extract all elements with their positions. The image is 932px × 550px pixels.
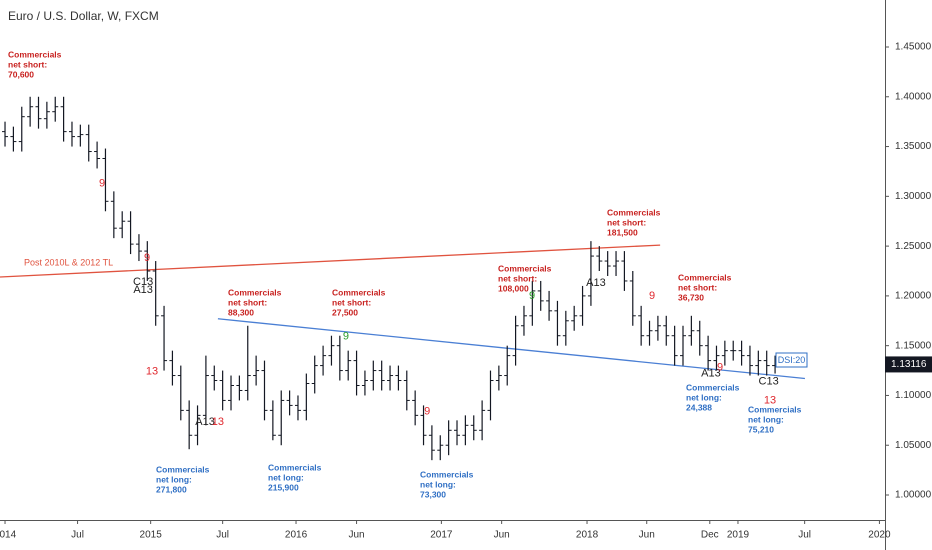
x-tick-label: Dec [701, 530, 719, 541]
x-tick-label: Jul [216, 530, 229, 541]
annotation: 88,300 [228, 307, 254, 317]
y-tick-label: 1.30000 [895, 191, 932, 202]
annotation: net short: [607, 217, 646, 227]
x-tick-label: 2015 [140, 530, 163, 541]
signal-label: 13 [212, 416, 224, 428]
signal-label: 9 [144, 252, 150, 264]
x-tick-label: Jun [639, 530, 655, 541]
signal-label: 9 [649, 290, 655, 302]
badge-box [775, 352, 808, 368]
y-tick-label: 1.05000 [895, 440, 932, 451]
y-tick-label: 1.25000 [895, 241, 932, 252]
annotation: net long: [686, 392, 722, 402]
y-tick-label: 1.00000 [895, 490, 932, 501]
annotation: Commercials [678, 272, 732, 282]
annotation: Commercials [686, 382, 740, 392]
annotation: Commercials [498, 263, 552, 273]
annotation: 36,730 [678, 292, 704, 302]
annotation: Commercials [332, 287, 386, 297]
x-tick-label: 2020 [868, 530, 891, 541]
signal-label: 9 [99, 177, 105, 189]
annotation: net short: [678, 282, 717, 292]
y-tick-label: 1.40000 [895, 91, 932, 102]
x-tick-label: Jun [349, 530, 365, 541]
annotation: net long: [420, 479, 456, 489]
annotation: Commercials [228, 287, 282, 297]
x-tick-label: 2014 [0, 530, 17, 541]
signal-label: C13 [133, 276, 153, 288]
annotation: net long: [156, 474, 192, 484]
annotation: Commercials [748, 404, 802, 414]
x-tick-label: 2019 [727, 530, 750, 541]
annotation: Commercials [268, 462, 322, 472]
signal-label: 9 [529, 290, 535, 302]
signal-label: 9 [343, 331, 349, 343]
badge: DSI:20 [778, 355, 806, 365]
x-tick-label: Jul [798, 530, 811, 541]
x-tick-label: 2017 [430, 530, 453, 541]
annotation: net short: [498, 273, 537, 283]
annotation: 27,500 [332, 307, 358, 317]
annotation: net short: [228, 297, 267, 307]
y-tick-label: 1.10000 [895, 390, 932, 401]
signal-label: A13 [586, 277, 606, 289]
trendline [217, 318, 805, 380]
signal-label: A13 [195, 416, 215, 428]
last-price-label: 1.13116 [891, 359, 927, 370]
signal-label: 13 [146, 365, 158, 377]
y-tick-label: 1.15000 [895, 340, 932, 351]
annotation: 181,500 [607, 227, 638, 237]
annotation: 24,388 [686, 402, 712, 412]
annotation: Commercials [8, 49, 62, 59]
y-tick-label: 1.45000 [895, 42, 932, 53]
x-tick-label: Jul [71, 530, 84, 541]
annotation: 215,900 [268, 482, 299, 492]
annotation: net long: [268, 472, 304, 482]
signal-label: A13 [701, 367, 721, 379]
x-tick-label: 2016 [285, 530, 308, 541]
annotation: 75,210 [748, 424, 774, 434]
annotation: 73,300 [420, 489, 446, 499]
annotation: Commercials [607, 207, 661, 217]
last-price-box [885, 356, 932, 373]
x-tick-label: 2018 [576, 530, 599, 541]
signal-label: 9 [717, 361, 723, 373]
signal-label: C13 [759, 375, 779, 387]
annotation: net short: [332, 297, 371, 307]
annotation: 108,000 [498, 283, 529, 293]
trendline-label: Post 2010L & 2012 TL [24, 257, 113, 267]
signal-label: A13 [133, 284, 153, 296]
x-tick-label: Jun [494, 530, 510, 541]
annotation: Commercials [420, 469, 474, 479]
signal-label: 9 [424, 405, 430, 417]
y-tick-label: 1.35000 [895, 141, 932, 152]
annotation: 271,800 [156, 484, 187, 494]
annotation: net short: [8, 59, 47, 69]
signal-label: 13 [764, 394, 776, 406]
chart-title: Euro / U.S. Dollar, W, FXCM [8, 9, 159, 23]
annotation: net long: [748, 414, 784, 424]
annotation: Commercials [156, 464, 210, 474]
annotation: 70,600 [8, 69, 34, 79]
y-tick-label: 1.20000 [895, 291, 932, 302]
trendline [0, 244, 661, 278]
